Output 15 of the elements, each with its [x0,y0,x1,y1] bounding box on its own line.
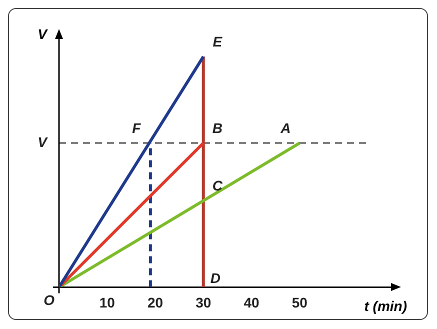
x-axis-title: t (min) [364,298,408,314]
x-tick-label: 20 [147,294,164,310]
x-tick-label: 40 [244,294,260,310]
annotation: E [212,33,223,50]
x-tick-label: 30 [196,294,212,310]
annotation: D [210,270,220,286]
y-axis-title: V [38,26,49,42]
x-tick-label: 10 [99,294,116,310]
annotation: A [280,120,291,136]
ref-line-label: V [38,134,49,150]
annotation: C [212,178,224,194]
annotation: F [132,120,142,136]
annotation: B [212,120,222,136]
x-tick-label: 50 [292,294,308,310]
annotation: O [44,292,55,308]
